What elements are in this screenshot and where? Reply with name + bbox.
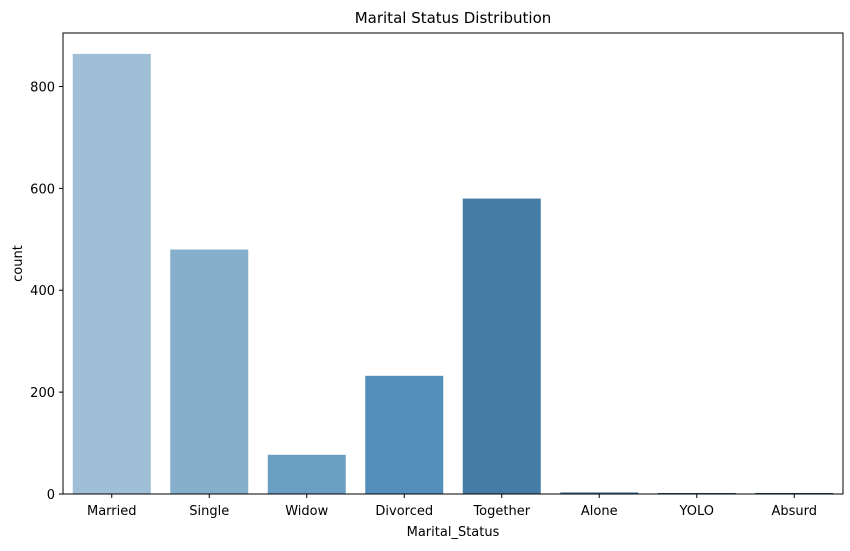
bar-together: [462, 198, 541, 494]
x-tick-label: Together: [472, 504, 530, 519]
chart-title: Marital Status Distribution: [355, 9, 552, 27]
plot-frame: [62, 32, 844, 495]
x-tick-label: Married: [87, 504, 137, 519]
y-tick-label: 200: [30, 386, 55, 401]
x-tick-label: Single: [189, 504, 229, 519]
x-tick-label: Absurd: [771, 504, 817, 519]
bar-widow: [267, 454, 346, 494]
y-tick-label: 600: [30, 182, 55, 197]
bar-married: [72, 53, 151, 495]
bar-divorced: [365, 375, 444, 494]
bar-absurd: [755, 492, 834, 494]
x-tick-label: YOLO: [679, 504, 714, 519]
y-tick-label: 0: [47, 488, 55, 503]
bar-single: [170, 249, 249, 494]
y-tick-label: 800: [30, 80, 55, 95]
y-axis-label: count: [11, 245, 26, 282]
x-tick-label: Widow: [285, 504, 328, 519]
x-tick-label: Alone: [581, 504, 618, 519]
bars-group: [72, 53, 834, 495]
bar-yolo: [657, 492, 736, 494]
y-axis: 0 200 400 600 800: [30, 80, 63, 503]
x-axis-label: Marital_Status: [407, 525, 500, 540]
y-tick-label: 400: [30, 284, 55, 299]
bar-alone: [560, 492, 639, 494]
x-tick-label: Divorced: [375, 504, 433, 519]
x-axis: Married Single Widow Divorced Together Alone Y…: [87, 494, 817, 519]
